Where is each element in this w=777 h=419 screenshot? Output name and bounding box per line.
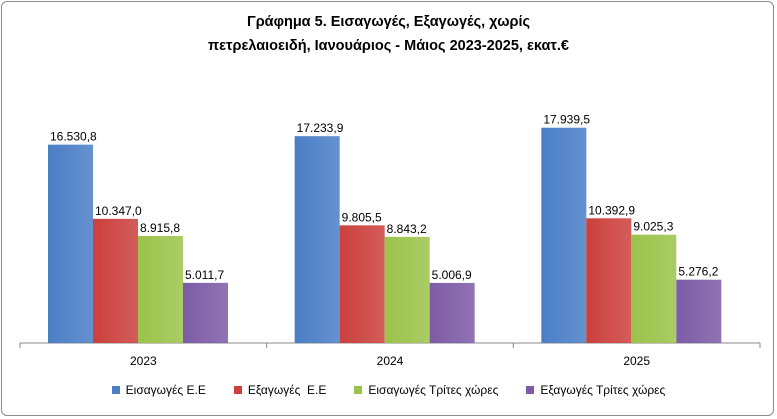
legend-swatch-1 [111,386,120,394]
chart-legend: Εισαγωγές Ε.Ε Εξαγωγές Ε.Ε Εισαγωγές Τρίτε… [0,383,777,397]
data-label-2023-series-3: 8.915,8 [140,221,180,235]
bar-2024-series-3 [384,236,430,343]
chart-title: Γράφημα 5. Εισαγωγές, Εξαγωγές, χωρίς πε… [0,10,777,58]
legend-item-3: Εισαγωγές Τρίτες χώρες [354,383,498,397]
data-label-2023-series-1: 16.530,8 [50,130,97,144]
x-tick-label-2023: 2023 [130,354,157,368]
legend-item-1: Εισαγωγές Ε.Ε [111,383,206,397]
chart-title-line-2: πετρελαιοειδή, Ιανουάριος - Μάιος 2023-2… [208,38,569,54]
bar-2024-series-1 [294,136,340,343]
legend-item-2: Εξαγωγές Ε.Ε [233,383,327,397]
bar-2025-series-4 [676,279,722,343]
chart-title-line-1: Γράφημα 5. Εισαγωγές, Εξαγωγές, χωρίς [246,14,531,30]
legend-label-4: Εξαγωγές Τρίτες χώρες [540,383,666,397]
legend-swatch-2 [233,386,242,394]
bar-2024-series-2 [339,225,385,343]
x-tick-label-2024: 2024 [377,354,404,368]
data-label-2023-series-2: 10.347,0 [95,204,142,218]
legend-item-4: Εξαγωγές Τρίτες χώρες [526,383,665,397]
bar-2025-series-2 [586,218,632,343]
data-label-2024-series-3: 8.843,2 [387,222,427,236]
legend-swatch-3 [354,386,363,394]
bar-2023-series-4 [183,282,228,343]
legend-swatch-4 [526,386,535,394]
bar-2025-series-3 [631,234,677,343]
data-label-2024-series-4: 5.006,9 [432,268,472,282]
legend-label-3: Εισαγωγές Τρίτες χώρες [368,383,499,397]
bar-2023-series-1 [48,144,93,343]
bar-2025-series-1 [541,127,587,343]
legend-label-1: Εισαγωγές Ε.Ε [125,383,206,397]
data-label-2025-series-1: 17.939,5 [543,113,590,127]
bar-2023-series-2 [93,218,138,343]
data-label-2023-series-4: 5.011,7 [185,268,224,282]
data-label-2025-series-2: 10.392,9 [588,203,635,217]
data-label-2024-series-1: 17.233,9 [297,121,344,135]
data-label-2024-series-2: 9.805,5 [342,210,382,224]
data-label-2025-series-3: 9.025,3 [633,220,673,234]
x-tick-label-2025: 2025 [623,354,650,368]
legend-label-2: Εξαγωγές Ε.Ε [247,383,327,397]
data-label-2025-series-4: 5.276,2 [678,265,718,279]
bar-2024-series-4 [429,282,475,343]
bar-2023-series-3 [138,236,183,343]
